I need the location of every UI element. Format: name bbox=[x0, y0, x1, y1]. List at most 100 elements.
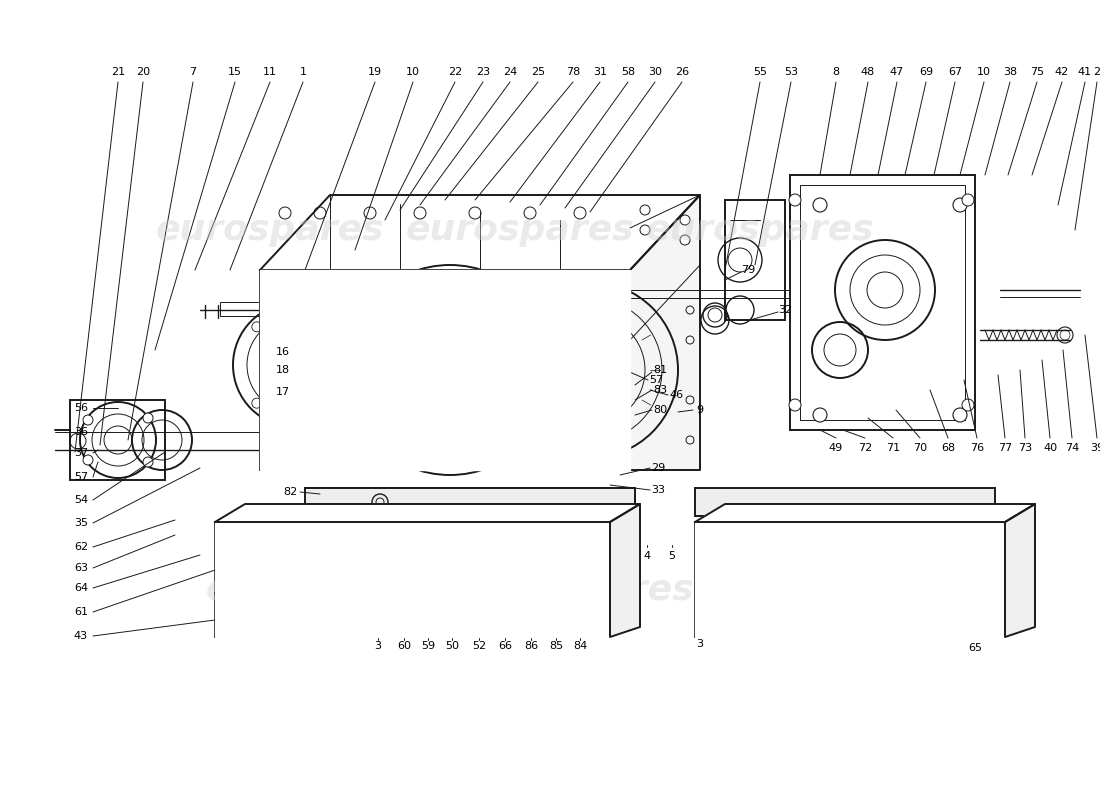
Text: 6: 6 bbox=[235, 580, 242, 590]
Text: eurospares: eurospares bbox=[465, 573, 694, 607]
Circle shape bbox=[328, 322, 338, 332]
Bar bbox=[790, 175, 975, 430]
Text: 20: 20 bbox=[136, 67, 150, 77]
Text: 42: 42 bbox=[1055, 67, 1069, 77]
Text: 14: 14 bbox=[551, 551, 565, 561]
Text: 86: 86 bbox=[524, 641, 538, 651]
Text: 83: 83 bbox=[653, 385, 667, 395]
Bar bbox=[227, 532, 598, 627]
Text: 75: 75 bbox=[1030, 67, 1044, 77]
Text: 66: 66 bbox=[498, 641, 512, 651]
Text: 12: 12 bbox=[526, 551, 540, 561]
Text: 1: 1 bbox=[299, 67, 307, 77]
Text: 63: 63 bbox=[74, 563, 88, 573]
Text: eurospares: eurospares bbox=[646, 213, 874, 247]
Text: 51: 51 bbox=[614, 551, 628, 561]
Text: 8: 8 bbox=[833, 67, 839, 77]
Bar bbox=[695, 488, 996, 516]
Text: 13: 13 bbox=[569, 551, 583, 561]
Polygon shape bbox=[214, 522, 610, 637]
Text: 72: 72 bbox=[858, 443, 872, 453]
Text: 31: 31 bbox=[593, 67, 607, 77]
Text: 44: 44 bbox=[228, 605, 242, 615]
Bar bbox=[305, 487, 635, 512]
Text: 79: 79 bbox=[741, 265, 755, 275]
Text: 52: 52 bbox=[472, 641, 486, 651]
Text: 55: 55 bbox=[754, 67, 767, 77]
Text: 82: 82 bbox=[284, 487, 298, 497]
Text: 41: 41 bbox=[1078, 67, 1092, 77]
Circle shape bbox=[252, 322, 262, 332]
Polygon shape bbox=[695, 504, 1035, 522]
Text: 10: 10 bbox=[977, 67, 991, 77]
Circle shape bbox=[314, 207, 326, 219]
Text: 37: 37 bbox=[74, 448, 88, 458]
Circle shape bbox=[143, 413, 153, 423]
Text: 16: 16 bbox=[276, 347, 290, 357]
Bar bbox=[800, 185, 965, 420]
Text: 26: 26 bbox=[675, 67, 689, 77]
Text: 47: 47 bbox=[890, 67, 904, 77]
Text: 66: 66 bbox=[949, 591, 962, 601]
Text: 36: 36 bbox=[74, 427, 88, 437]
Text: 33: 33 bbox=[651, 485, 666, 495]
Polygon shape bbox=[214, 504, 640, 522]
Text: 43: 43 bbox=[74, 631, 88, 641]
Text: 57: 57 bbox=[74, 472, 88, 482]
Text: 45: 45 bbox=[284, 550, 298, 560]
Bar bbox=[725, 200, 785, 320]
Circle shape bbox=[680, 235, 690, 245]
Circle shape bbox=[524, 207, 536, 219]
Bar bbox=[305, 488, 635, 516]
Text: 77: 77 bbox=[998, 443, 1012, 453]
Text: 3: 3 bbox=[374, 641, 382, 651]
Text: 40: 40 bbox=[1043, 443, 1057, 453]
Text: 68: 68 bbox=[940, 443, 955, 453]
Text: 73: 73 bbox=[1018, 443, 1032, 453]
Bar bbox=[695, 522, 1005, 637]
Bar bbox=[70, 400, 165, 480]
Text: 32: 32 bbox=[778, 305, 792, 315]
Text: 9: 9 bbox=[696, 405, 704, 415]
Text: 15: 15 bbox=[228, 67, 242, 77]
Circle shape bbox=[640, 225, 650, 235]
Text: 57: 57 bbox=[649, 375, 663, 385]
Text: 85: 85 bbox=[549, 641, 563, 651]
Circle shape bbox=[364, 207, 376, 219]
Text: 21: 21 bbox=[111, 67, 125, 77]
Text: 30: 30 bbox=[648, 67, 662, 77]
Circle shape bbox=[789, 194, 801, 206]
Polygon shape bbox=[1005, 504, 1035, 637]
Text: eurospares: eurospares bbox=[206, 573, 434, 607]
Circle shape bbox=[252, 398, 262, 408]
Text: 19: 19 bbox=[367, 67, 382, 77]
Circle shape bbox=[680, 215, 690, 225]
Text: 48: 48 bbox=[861, 67, 876, 77]
Text: 39: 39 bbox=[1090, 443, 1100, 453]
Circle shape bbox=[574, 207, 586, 219]
Circle shape bbox=[469, 207, 481, 219]
Bar bbox=[707, 532, 993, 627]
Text: 35: 35 bbox=[74, 518, 88, 528]
Text: 22: 22 bbox=[448, 67, 462, 77]
Text: 62: 62 bbox=[74, 542, 88, 552]
Text: 61: 61 bbox=[74, 607, 88, 617]
Polygon shape bbox=[630, 195, 700, 470]
Circle shape bbox=[82, 455, 94, 465]
Text: 53: 53 bbox=[784, 67, 798, 77]
Text: 38: 38 bbox=[1003, 67, 1018, 77]
Text: 2: 2 bbox=[1093, 67, 1100, 77]
Text: 49: 49 bbox=[829, 443, 843, 453]
Circle shape bbox=[143, 457, 153, 467]
Text: 71: 71 bbox=[886, 443, 900, 453]
Text: 25: 25 bbox=[531, 67, 546, 77]
Polygon shape bbox=[260, 195, 700, 270]
Circle shape bbox=[789, 399, 801, 411]
Text: 45: 45 bbox=[228, 627, 242, 637]
Text: 46: 46 bbox=[669, 390, 683, 400]
Text: 76: 76 bbox=[970, 443, 985, 453]
Text: eurospares: eurospares bbox=[156, 213, 384, 247]
Bar bbox=[265, 302, 295, 316]
Circle shape bbox=[414, 207, 426, 219]
Text: 7: 7 bbox=[189, 67, 197, 77]
